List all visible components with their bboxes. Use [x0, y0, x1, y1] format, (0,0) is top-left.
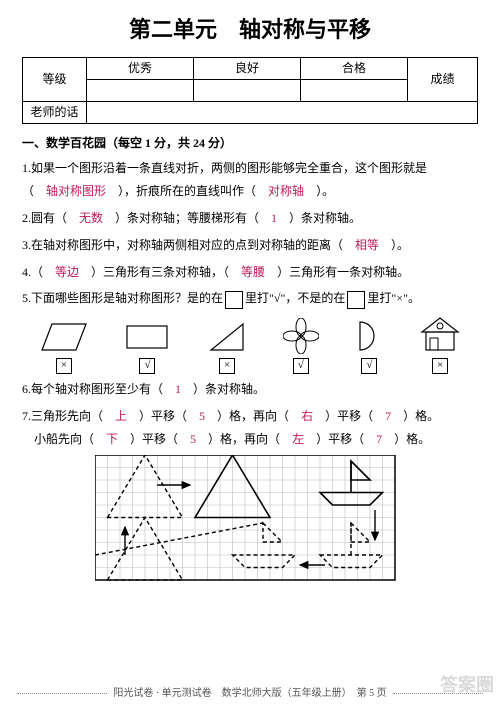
question-2: 2.圆有（ 无数 ）条对称轴；等腰梯形有（ 1 ）条对称轴。 — [22, 207, 478, 230]
q-text: ）平移（ — [304, 432, 376, 446]
q-text: ）条对称轴。 — [181, 382, 265, 396]
section-heading: 一、数学百花园（每空 1 分，共 24 分） — [22, 134, 478, 153]
answer: 等边 — [55, 265, 79, 279]
q-text: ）三角形有三条对称轴，（ — [79, 265, 241, 279]
q-text: ）平移（ — [118, 432, 190, 446]
q-text: ）格。 — [382, 432, 430, 446]
q-text: 5.下面哪些图形是轴对称图形？是的在 — [22, 291, 223, 305]
cell-good: 良好 — [194, 58, 301, 80]
answer: 上 — [115, 409, 127, 423]
mark-box: × — [219, 358, 235, 374]
paren: ）。 — [304, 184, 334, 198]
q-text: ）三角形有一条对称轴。 — [265, 265, 409, 279]
q-text: 1.如果一个图形沿着一条直线对折，两侧的图形能够完全重合，这个图形就是 — [22, 161, 427, 175]
paren: ），折痕所在的直线叫作（ — [106, 184, 268, 198]
q-text: ）格。 — [391, 409, 439, 423]
shape-row: × √ × √ √ × — [22, 316, 478, 374]
grade-table: 等级 优秀 良好 合格 成绩 老师的话 — [22, 57, 478, 124]
shape-right-triangle: × — [207, 320, 247, 374]
table-row: 老师的话 — [23, 102, 478, 124]
cell-teacher-words — [87, 102, 478, 124]
q-text: ）平移（ — [313, 409, 385, 423]
question-3: 3.在轴对称图形中，对称轴两侧相对应的点到对称轴的距离（ 相等 ）。 — [22, 234, 478, 257]
mark-box: √ — [361, 358, 377, 374]
paren: （ — [22, 184, 46, 198]
question-4: 4.（ 等边 ）三角形有三条对称轴，（ 等腰 ）三角形有一条对称轴。 — [22, 261, 478, 284]
answer: 右 — [301, 409, 313, 423]
q-text: 7.三角形先向（ — [22, 409, 115, 423]
page-title: 第二单元 轴对称与平移 — [22, 12, 478, 47]
q-text: 3.在轴对称图形中，对称轴两侧相对应的点到对称轴的距离（ — [22, 238, 355, 252]
q-text: ）条对称轴；等腰梯形有（ — [103, 211, 271, 225]
check-box-icon — [347, 291, 365, 309]
cell-grade-label: 等级 — [23, 58, 87, 102]
question-5: 5.下面哪些图形是轴对称图形？是的在 里打"√"，不是的在 里打"×"。 — [22, 287, 478, 310]
answer: 下 — [106, 432, 118, 446]
q-text: 里打"√"，不是的在 — [245, 291, 345, 305]
q-text: ）平移（ — [127, 409, 199, 423]
cell-excellent: 优秀 — [87, 58, 194, 80]
check-box-icon — [225, 291, 243, 309]
q-text: 6.每个轴对称图形至少有（ — [22, 382, 175, 396]
cell-score-label: 成绩 — [408, 58, 478, 102]
mark-box: √ — [139, 358, 155, 374]
answer: 轴对称图形 — [46, 184, 106, 198]
answer: 对称轴 — [268, 184, 304, 198]
shape-house: × — [420, 316, 460, 374]
table-row: 等级 优秀 良好 合格 成绩 — [23, 58, 478, 80]
cell-blank — [194, 80, 301, 102]
answer: 等腰 — [241, 265, 265, 279]
q-text: ）格，再向（ — [205, 409, 301, 423]
shape-parallelogram: × — [40, 320, 88, 374]
page-footer: 阳光试卷 · 单元测试卷 数学北师大版（五年级上册） 第 5 页 — [0, 686, 500, 702]
answer: 无数 — [79, 211, 103, 225]
shape-flower: √ — [283, 318, 319, 374]
answer: 左 — [292, 432, 304, 446]
q-text: 里打"×"。 — [367, 291, 420, 305]
cell-pass: 合格 — [301, 58, 408, 80]
q-text: ）条对称轴。 — [277, 211, 361, 225]
mark-box: × — [56, 358, 72, 374]
cell-teacher-label: 老师的话 — [23, 102, 87, 124]
q-text: ）。 — [379, 238, 409, 252]
cell-blank — [301, 80, 408, 102]
shape-rectangle: √ — [123, 320, 171, 374]
answer: 相等 — [355, 238, 379, 252]
q-text: 2.圆有（ — [22, 211, 79, 225]
shape-semicircle: √ — [354, 318, 384, 374]
q-text: 小船先向（ — [22, 432, 106, 446]
cell-blank — [87, 80, 194, 102]
q-text: 4.（ — [22, 265, 55, 279]
question-1: 1.如果一个图形沿着一条直线对折，两侧的图形能够完全重合，这个图形就是 （ 轴对… — [22, 157, 478, 203]
mark-box: × — [432, 358, 448, 374]
translation-grid — [22, 455, 478, 585]
q-text: ）格，再向（ — [196, 432, 292, 446]
question-7: 7.三角形先向（ 上 ）平移（ 5 ）格，再向（ 右 ）平移（ 7 ）格。 小船… — [22, 405, 478, 451]
mark-box: √ — [293, 358, 309, 374]
question-6: 6.每个轴对称图形至少有（ 1 ）条对称轴。 — [22, 378, 478, 401]
